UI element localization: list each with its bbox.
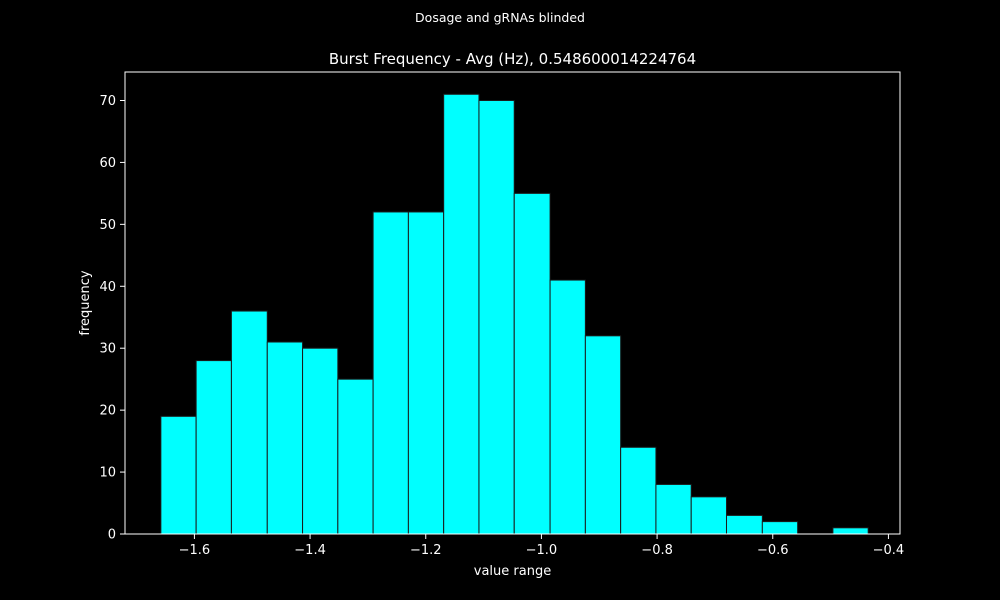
x-tick-label: −0.8 <box>641 543 673 558</box>
histogram-bar <box>761 521 799 535</box>
y-axis-ticks: 0 10 20 30 40 50 60 70 <box>99 94 125 543</box>
histogram-bar <box>620 446 657 535</box>
x-tick-label: −1.0 <box>526 543 558 558</box>
histogram-bar <box>230 310 268 535</box>
x-axis-ticks: −1.6 −1.4 −1.2 −1.0 −0.8 −0.6 −0.4 <box>179 534 905 558</box>
y-tick-label: 50 <box>99 218 116 233</box>
x-tick-label: −1.2 <box>410 543 442 558</box>
y-tick-label: 60 <box>99 156 116 171</box>
y-axis-label: frequency <box>78 270 93 336</box>
histogram-bar <box>655 483 692 535</box>
figure-suptitle: Dosage and gRNAs blinded <box>415 10 585 25</box>
x-tick-label: −0.6 <box>757 543 789 558</box>
y-tick-label: 70 <box>99 94 116 109</box>
y-tick-label: 30 <box>99 342 116 357</box>
histogram-bar <box>160 415 197 535</box>
histogram-bar <box>302 347 339 535</box>
y-tick-label: 0 <box>108 528 116 543</box>
histogram-bar <box>513 192 551 535</box>
histogram-bar <box>725 514 763 535</box>
y-tick-label: 10 <box>99 466 116 481</box>
histogram-bar <box>443 93 480 535</box>
x-tick-label: −1.6 <box>179 543 211 558</box>
histogram-bar <box>195 360 232 535</box>
x-tick-label: −0.4 <box>873 543 905 558</box>
x-axis-label: value range <box>474 564 551 579</box>
y-tick-label: 40 <box>99 280 116 295</box>
histogram-bar <box>584 335 622 535</box>
x-tick-label: −1.4 <box>294 543 326 558</box>
histogram-bar <box>337 378 374 535</box>
histogram-bar <box>407 211 445 535</box>
histogram-bars <box>160 93 869 535</box>
chart-title: Burst Frequency - Avg (Hz), 0.5486000142… <box>329 50 696 68</box>
histogram-bar <box>690 496 727 535</box>
histogram-bar <box>549 279 586 535</box>
y-tick-label: 20 <box>99 404 116 419</box>
histogram-bar <box>832 527 869 535</box>
plot-frame <box>124 71 901 535</box>
histogram-bar <box>372 211 409 535</box>
histogram-bar <box>266 341 304 535</box>
histogram-bar <box>478 99 515 535</box>
